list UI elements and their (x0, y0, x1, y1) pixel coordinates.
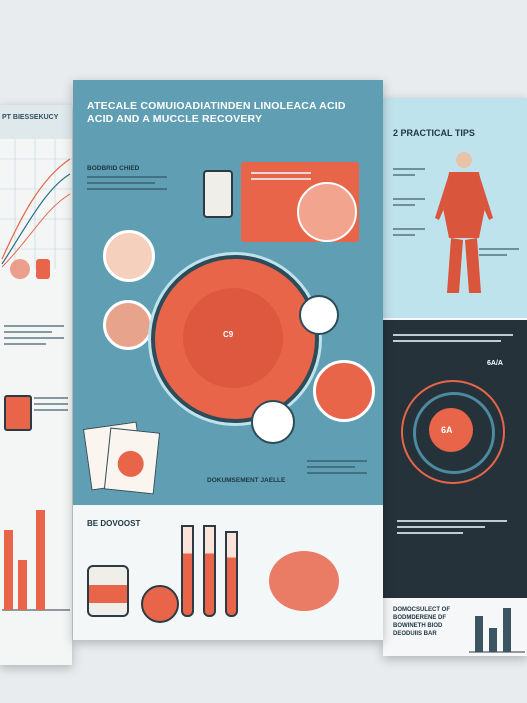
gauge-outer-ring (401, 380, 505, 484)
supplement-bottle-icon (203, 170, 233, 218)
tips-text-4 (479, 248, 519, 260)
practical-tips-section: 2 PRACTICAL TIPS (383, 98, 527, 318)
left-panel-title: PT BIESSEKUCY (2, 114, 59, 121)
gauge-header-lines (393, 334, 513, 346)
central-mark: C9 (223, 330, 234, 339)
left-panel-header: PT BIESSEKUCY (0, 105, 72, 139)
title-line-1: ATECALE COMUIOADIATINDEN LINOLEACA ACID (87, 100, 346, 112)
bottom-bar-section: DOMOCSULECT OF BODMDERENE DF BOWINETH BI… (383, 598, 527, 656)
product-jar-icon (87, 565, 129, 617)
card-sample-icon (116, 449, 145, 479)
right-infographic-panel: 2 PRACTICAL TIPS 6A 6A/A DOMOCSULECT OF … (383, 98, 527, 656)
tips-text-3 (393, 228, 425, 240)
gauge-footer-lines (397, 520, 507, 538)
fiber-bundle-icon (269, 551, 339, 611)
coral-info-box (241, 162, 359, 242)
center-infographic-panel: ATECALE COMUIOADIATINDEN LINOLEACA ACID … (73, 80, 383, 640)
infographic-title: ATECALE COMUIOADIATINDEN LINOLEACA ACID … (87, 100, 377, 126)
test-tube-1 (181, 525, 194, 617)
bottom-white-panel: BE DOVOOST (73, 505, 383, 640)
tissue-sample-icon (297, 182, 357, 242)
muscle-fiber-diagram (249, 529, 369, 625)
dosage-gauge-section: 6A 6A/A (383, 320, 527, 598)
left-infographic-panel: PT BIESSEKUCY (0, 105, 72, 665)
tips-text-2 (393, 198, 425, 210)
muscle-cross-section-icon (313, 360, 375, 422)
coral-box-text (251, 172, 311, 184)
right-bubble-1 (299, 295, 339, 335)
supplement-jar-icon (4, 395, 32, 431)
right-bubble-2 (251, 400, 295, 444)
section-label-2: DOKUMSEMENT JAELLE (207, 477, 286, 484)
info-card-2 (103, 427, 161, 495)
jar-label (89, 585, 127, 603)
bottom-section-title: DOMOCSULECT OF BODMDERENE DF BOWINETH BI… (393, 607, 450, 637)
muscle-anatomy-figure (435, 152, 493, 293)
section-1-text (87, 176, 167, 194)
test-tube-2 (203, 525, 216, 617)
flask-icon (141, 585, 179, 623)
tips-text-1 (393, 168, 425, 180)
cell-bubble-icon (103, 230, 155, 282)
section-label-3: BE DOVOOST (87, 519, 141, 528)
practical-tips-title: 2 PRACTICAL TIPS (393, 128, 475, 138)
left-text-lines (4, 325, 64, 349)
left-jar-text (34, 397, 68, 415)
test-tube-3 (225, 531, 238, 617)
gauge-value: 6A (441, 425, 453, 435)
gauge-side-label: 6A/A (487, 360, 503, 367)
title-line-2: ACID AND A MUCCLE RECOVERY (87, 113, 263, 125)
gauge-middle-ring (413, 392, 495, 474)
right-bar-chart (469, 608, 525, 653)
left-line-chart (0, 139, 72, 279)
section-2-text (307, 460, 367, 478)
particle-cluster-icon (10, 259, 30, 279)
section-label-1: BODBRID CHIED (87, 165, 140, 172)
gauge-core (429, 408, 473, 452)
vial-icon (36, 259, 50, 279)
central-inner-circle (183, 288, 283, 388)
left-bar-chart (2, 510, 70, 611)
fiber-bubble-icon (103, 300, 153, 350)
